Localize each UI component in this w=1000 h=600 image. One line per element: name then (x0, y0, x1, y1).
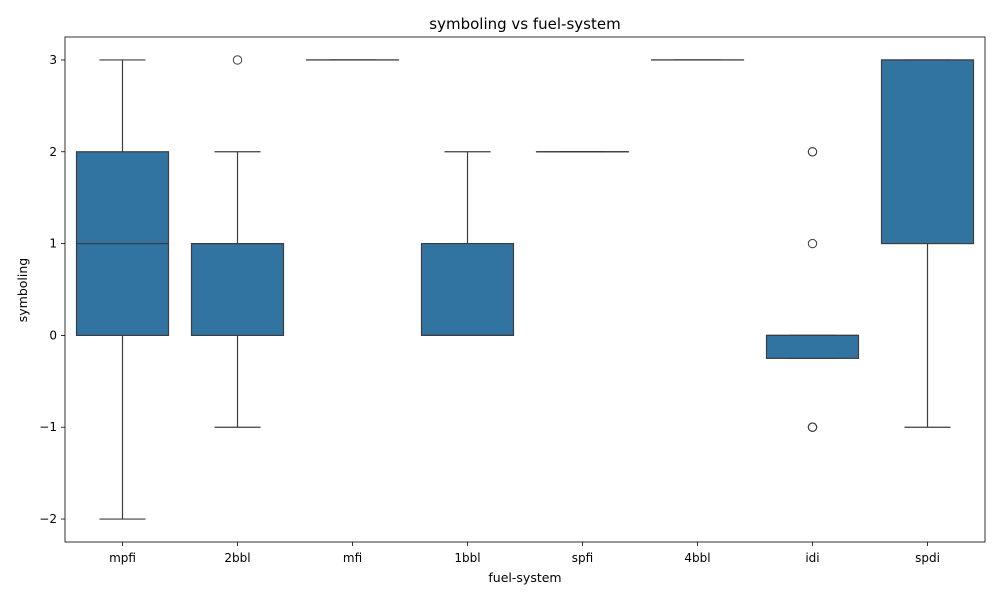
outlier-point (807, 238, 818, 249)
x-tick-label: 2bbl (224, 551, 250, 565)
y-axis: −2 −1 0 1 2 3 (39, 53, 65, 526)
outlier-point (807, 147, 818, 157)
y-axis-label: symboling (15, 258, 30, 322)
outlier-point (807, 422, 818, 432)
box-idi (765, 147, 860, 432)
y-tick-label: −2 (39, 512, 57, 526)
x-axis-label: fuel-system (488, 570, 561, 585)
box-body (190, 242, 285, 337)
x-tick-label: spdi (915, 551, 940, 565)
box-1bbl (420, 151, 515, 337)
y-tick-label: 1 (49, 237, 57, 251)
x-tick-label: 4bbl (684, 551, 710, 565)
chart-title: symboling vs fuel-system (429, 15, 620, 33)
x-tick-label: spfi (572, 551, 593, 565)
y-tick-label: 3 (49, 53, 57, 67)
box-mpfi (75, 59, 170, 520)
plot-area (75, 55, 975, 520)
x-tick-label: mpfi (109, 551, 136, 565)
box-2bbl (190, 55, 285, 428)
y-tick-label: 2 (49, 145, 57, 159)
outlier-point (232, 55, 243, 65)
box-body (420, 242, 515, 337)
x-tick-label: idi (805, 551, 819, 565)
x-axis: mpfi 2bbl mfi 1bbl spfi 4bbl idi spdi (109, 542, 940, 565)
y-tick-label: 0 (49, 328, 57, 342)
x-tick-label: mfi (343, 551, 362, 565)
x-tick-label: 1bbl (454, 551, 480, 565)
plot-frame (64, 36, 986, 543)
box-body (765, 334, 860, 359)
box-spdi (880, 59, 975, 428)
box-body (880, 59, 975, 245)
y-tick-label: −1 (39, 420, 57, 434)
